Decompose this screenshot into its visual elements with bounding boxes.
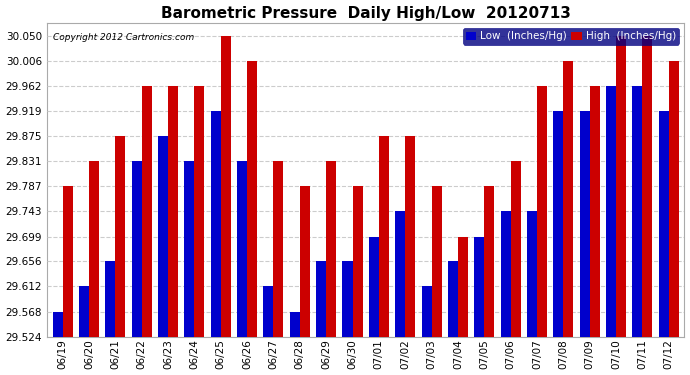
Bar <box>353 186 362 337</box>
Bar <box>63 186 72 337</box>
Text: Copyright 2012 Cartronics.com: Copyright 2012 Cartronics.com <box>53 33 195 42</box>
Bar <box>369 237 379 337</box>
Bar <box>563 61 573 337</box>
Bar <box>632 86 642 337</box>
Bar <box>659 111 669 337</box>
Title: Barometric Pressure  Daily High/Low  20120713: Barometric Pressure Daily High/Low 20120… <box>161 6 571 21</box>
Bar <box>580 111 590 337</box>
Bar <box>221 36 230 337</box>
Bar <box>247 61 257 337</box>
Bar <box>89 161 99 337</box>
Bar <box>458 237 468 337</box>
Bar <box>290 312 300 337</box>
Bar <box>300 186 310 337</box>
Bar <box>316 261 326 337</box>
Bar <box>511 161 520 337</box>
Bar <box>606 86 616 337</box>
Bar <box>537 86 547 337</box>
Bar <box>500 211 511 337</box>
Bar <box>106 261 115 337</box>
Bar <box>168 86 178 337</box>
Bar <box>642 36 652 337</box>
Bar <box>115 136 126 337</box>
Bar <box>273 161 284 337</box>
Bar <box>141 86 152 337</box>
Bar <box>264 286 273 337</box>
Bar <box>616 36 626 337</box>
Bar <box>79 286 89 337</box>
Bar <box>395 211 405 337</box>
Bar <box>379 136 389 337</box>
Bar <box>448 261 458 337</box>
Bar <box>132 161 141 337</box>
Bar <box>184 161 195 337</box>
Bar <box>431 186 442 337</box>
Bar <box>527 211 537 337</box>
Bar <box>237 161 247 337</box>
Bar <box>210 111 221 337</box>
Bar <box>553 111 563 337</box>
Bar <box>405 136 415 337</box>
Bar <box>484 186 494 337</box>
Bar <box>342 261 353 337</box>
Bar <box>326 161 336 337</box>
Bar <box>422 286 431 337</box>
Legend: Low  (Inches/Hg), High  (Inches/Hg): Low (Inches/Hg), High (Inches/Hg) <box>463 28 679 45</box>
Bar <box>474 237 484 337</box>
Bar <box>158 136 168 337</box>
Bar <box>195 86 204 337</box>
Bar <box>52 312 63 337</box>
Bar <box>669 61 679 337</box>
Bar <box>590 86 600 337</box>
